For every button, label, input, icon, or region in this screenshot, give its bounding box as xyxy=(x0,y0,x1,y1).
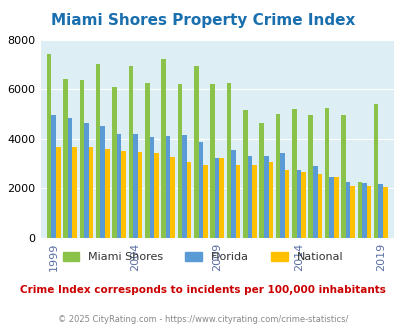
Text: Miami Shores Property Crime Index: Miami Shores Property Crime Index xyxy=(51,13,354,28)
Bar xyxy=(117,134,121,238)
Bar xyxy=(56,147,60,238)
Bar xyxy=(333,177,338,238)
Bar xyxy=(182,135,186,238)
Bar xyxy=(112,86,117,238)
Bar xyxy=(268,162,273,238)
Bar xyxy=(366,185,370,238)
Bar xyxy=(301,172,305,238)
Bar xyxy=(63,79,68,238)
Bar xyxy=(345,182,350,238)
Bar xyxy=(47,54,51,238)
Bar xyxy=(296,170,301,238)
Bar xyxy=(137,152,142,238)
Bar xyxy=(284,170,289,238)
Bar xyxy=(121,151,126,238)
Bar xyxy=(259,122,263,238)
Bar xyxy=(161,59,166,238)
Bar xyxy=(88,147,93,238)
Bar xyxy=(166,136,170,238)
Bar xyxy=(202,165,207,238)
Bar xyxy=(210,84,214,238)
Bar xyxy=(226,83,231,238)
Bar xyxy=(317,175,322,238)
Bar xyxy=(96,64,100,238)
Bar xyxy=(145,83,149,238)
Bar xyxy=(291,109,296,238)
Bar xyxy=(194,66,198,238)
Text: Crime Index corresponds to incidents per 100,000 inhabitants: Crime Index corresponds to incidents per… xyxy=(20,285,385,295)
Bar xyxy=(68,117,72,238)
Bar xyxy=(340,115,345,238)
Bar xyxy=(84,122,88,238)
Bar xyxy=(128,66,133,238)
Bar xyxy=(243,110,247,238)
Bar xyxy=(79,81,84,238)
Bar xyxy=(308,115,312,238)
Bar xyxy=(214,158,219,238)
Bar xyxy=(170,157,175,238)
Text: © 2025 CityRating.com - https://www.cityrating.com/crime-statistics/: © 2025 CityRating.com - https://www.city… xyxy=(58,315,347,324)
Bar xyxy=(198,142,202,238)
Bar xyxy=(219,158,224,238)
Bar xyxy=(177,84,182,238)
Bar xyxy=(373,104,377,238)
Bar xyxy=(186,162,191,238)
Bar xyxy=(252,165,256,238)
Bar xyxy=(133,134,137,238)
Bar xyxy=(231,150,235,238)
Bar xyxy=(382,187,387,238)
Bar xyxy=(324,108,328,238)
Bar xyxy=(149,137,154,238)
Bar xyxy=(377,184,382,238)
Bar xyxy=(105,148,109,238)
Bar xyxy=(361,183,366,238)
Bar xyxy=(350,185,354,238)
Bar xyxy=(328,177,333,238)
Bar xyxy=(235,165,240,238)
Legend: Miami Shores, Florida, National: Miami Shores, Florida, National xyxy=(58,248,347,267)
Bar xyxy=(247,156,252,238)
Bar xyxy=(275,114,279,238)
Bar xyxy=(100,126,105,238)
Bar xyxy=(279,153,284,238)
Bar xyxy=(154,153,158,238)
Bar xyxy=(357,182,361,238)
Bar xyxy=(263,156,268,238)
Bar xyxy=(72,147,77,238)
Bar xyxy=(312,166,317,238)
Bar xyxy=(51,115,56,238)
